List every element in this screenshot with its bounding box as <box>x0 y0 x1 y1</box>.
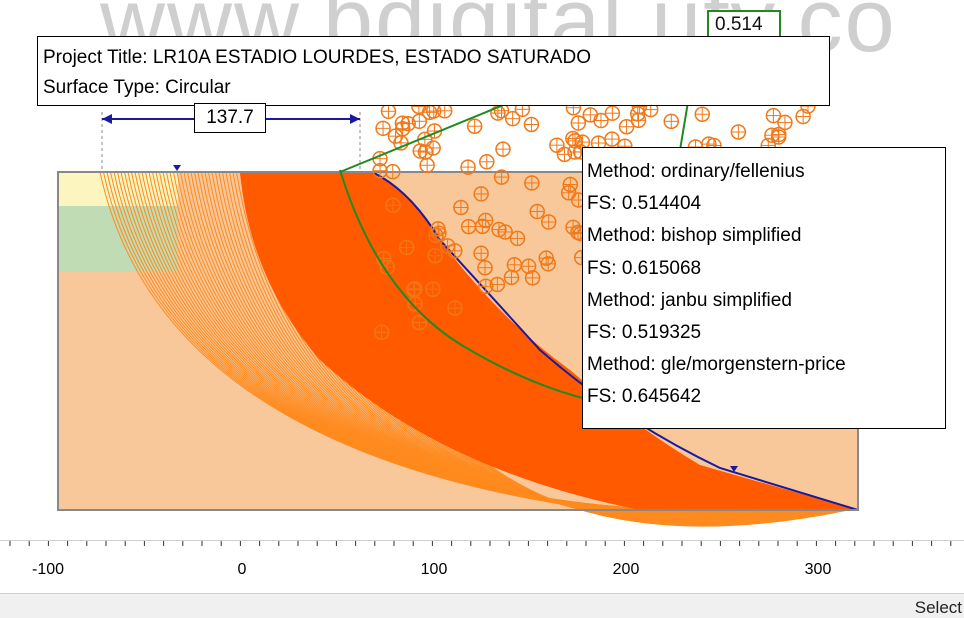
ruler-label: 0 <box>237 561 247 578</box>
status-text: Select <box>914 598 962 617</box>
slip-center-marker <box>477 212 494 229</box>
slip-center-marker <box>509 230 526 247</box>
slip-center-marker <box>384 163 401 180</box>
slip-center-marker <box>567 144 583 160</box>
slip-center-marker <box>523 116 540 133</box>
slip-center-marker <box>478 278 494 295</box>
slip-center-marker <box>524 270 541 286</box>
result-method: Method: ordinary/fellenius <box>587 161 805 182</box>
slip-center-marker <box>419 157 435 173</box>
slip-center-marker <box>765 107 782 124</box>
slip-center-marker <box>560 185 577 201</box>
slip-center-marker <box>411 314 428 331</box>
slip-center-marker <box>490 105 506 121</box>
horizontal-ruler[interactable]: -100 0 100 200 300 <box>0 540 964 593</box>
slip-center-marker <box>777 114 793 131</box>
result-method: Method: bishop simplified <box>587 225 802 247</box>
critical-slip-circle <box>339 169 591 401</box>
result-method: Method: janbu simplified <box>587 289 792 311</box>
slip-center-marker <box>473 186 489 202</box>
ruler-label: 300 <box>804 561 832 578</box>
slip-center-marker <box>453 199 469 216</box>
result-fs: FS: 0.514404 <box>587 193 702 215</box>
slip-center-marker <box>618 118 635 135</box>
slip-center-marker <box>663 113 680 130</box>
result-method: Method: gle/morgenstern-price <box>587 354 846 376</box>
slip-center-marker <box>582 107 599 123</box>
slip-center-marker <box>694 106 711 122</box>
dimension-arrowhead-left <box>102 114 112 124</box>
slip-center-marker <box>380 103 397 120</box>
water-table-marker <box>173 165 181 171</box>
dimension-arrowhead-right <box>350 114 360 124</box>
slip-center-marker <box>549 137 565 153</box>
slip-center-marker <box>503 269 520 286</box>
slip-center-marker <box>506 257 523 273</box>
ruler-label: -100 <box>31 561 65 578</box>
project-info-box: Project Title: LR10A ESTADIO LOURDES, ES… <box>37 36 830 106</box>
slip-center-marker <box>604 131 620 147</box>
slip-center-marker <box>540 214 557 230</box>
slip-center-marker <box>412 143 429 159</box>
slip-center-marker <box>630 112 647 129</box>
ruler-label: 100 <box>420 561 448 578</box>
slip-center-marker <box>460 159 476 175</box>
slip-center-marker <box>770 129 787 145</box>
slip-center-marker <box>730 124 747 140</box>
ruler-ticks <box>9 541 952 546</box>
slip-center-marker <box>504 110 521 127</box>
slip-center-marker <box>373 324 390 341</box>
slip-centers <box>372 98 816 341</box>
dimension-label: 137.7 <box>194 103 266 133</box>
slip-center-marker <box>398 239 415 256</box>
slip-center-marker <box>495 141 511 157</box>
slip-center-marker <box>387 128 404 144</box>
slip-center-marker <box>411 113 428 130</box>
slip-center-marker <box>427 248 443 264</box>
slip-center-marker <box>491 221 507 238</box>
result-fs: FS: 0.519325 <box>587 322 702 344</box>
results-box: Method: ordinary/fellenius FS: 0.514404 … <box>582 147 946 429</box>
slip-center-marker <box>562 176 579 193</box>
slip-center-marker <box>565 130 581 147</box>
slip-center-marker <box>493 169 510 185</box>
slip-center-marker <box>556 146 573 163</box>
slip-center-marker <box>425 281 441 297</box>
slip-center-marker <box>447 300 463 316</box>
slip-center-marker <box>473 245 489 262</box>
slip-center-marker <box>570 115 587 131</box>
status-bar: Select <box>0 593 964 618</box>
critical-fs-tag: 0.514 <box>707 10 781 40</box>
water-table-marker <box>730 466 738 472</box>
slip-center-marker <box>529 203 545 220</box>
slip-center-marker <box>375 120 391 137</box>
sliding-mass <box>240 172 858 510</box>
project-title: Project Title: LR10A ESTADIO LOURDES, ES… <box>43 47 591 68</box>
slip-center-marker <box>479 154 495 170</box>
slip-center-marker <box>477 259 493 276</box>
slip-center-marker <box>795 108 811 125</box>
slip-center-marker <box>430 221 446 237</box>
slip-center-marker <box>385 197 401 214</box>
slip-center-marker <box>447 243 463 259</box>
slip-center-marker <box>593 112 609 129</box>
slip-center-marker <box>604 105 621 121</box>
slip-center-marker <box>394 115 411 131</box>
surface-type: Surface Type: Circular <box>43 77 231 98</box>
ruler-label: 200 <box>612 561 640 578</box>
slip-center-marker <box>421 104 438 121</box>
slip-center-marker <box>406 282 422 298</box>
slip-center-marker <box>538 250 554 266</box>
result-fs: FS: 0.645642 <box>587 386 702 408</box>
result-fs: FS: 0.615068 <box>587 257 702 279</box>
slope-surface <box>58 171 859 511</box>
slip-center-marker <box>460 218 477 235</box>
slip-center-marker <box>524 175 540 191</box>
slip-center-marker <box>466 118 483 134</box>
